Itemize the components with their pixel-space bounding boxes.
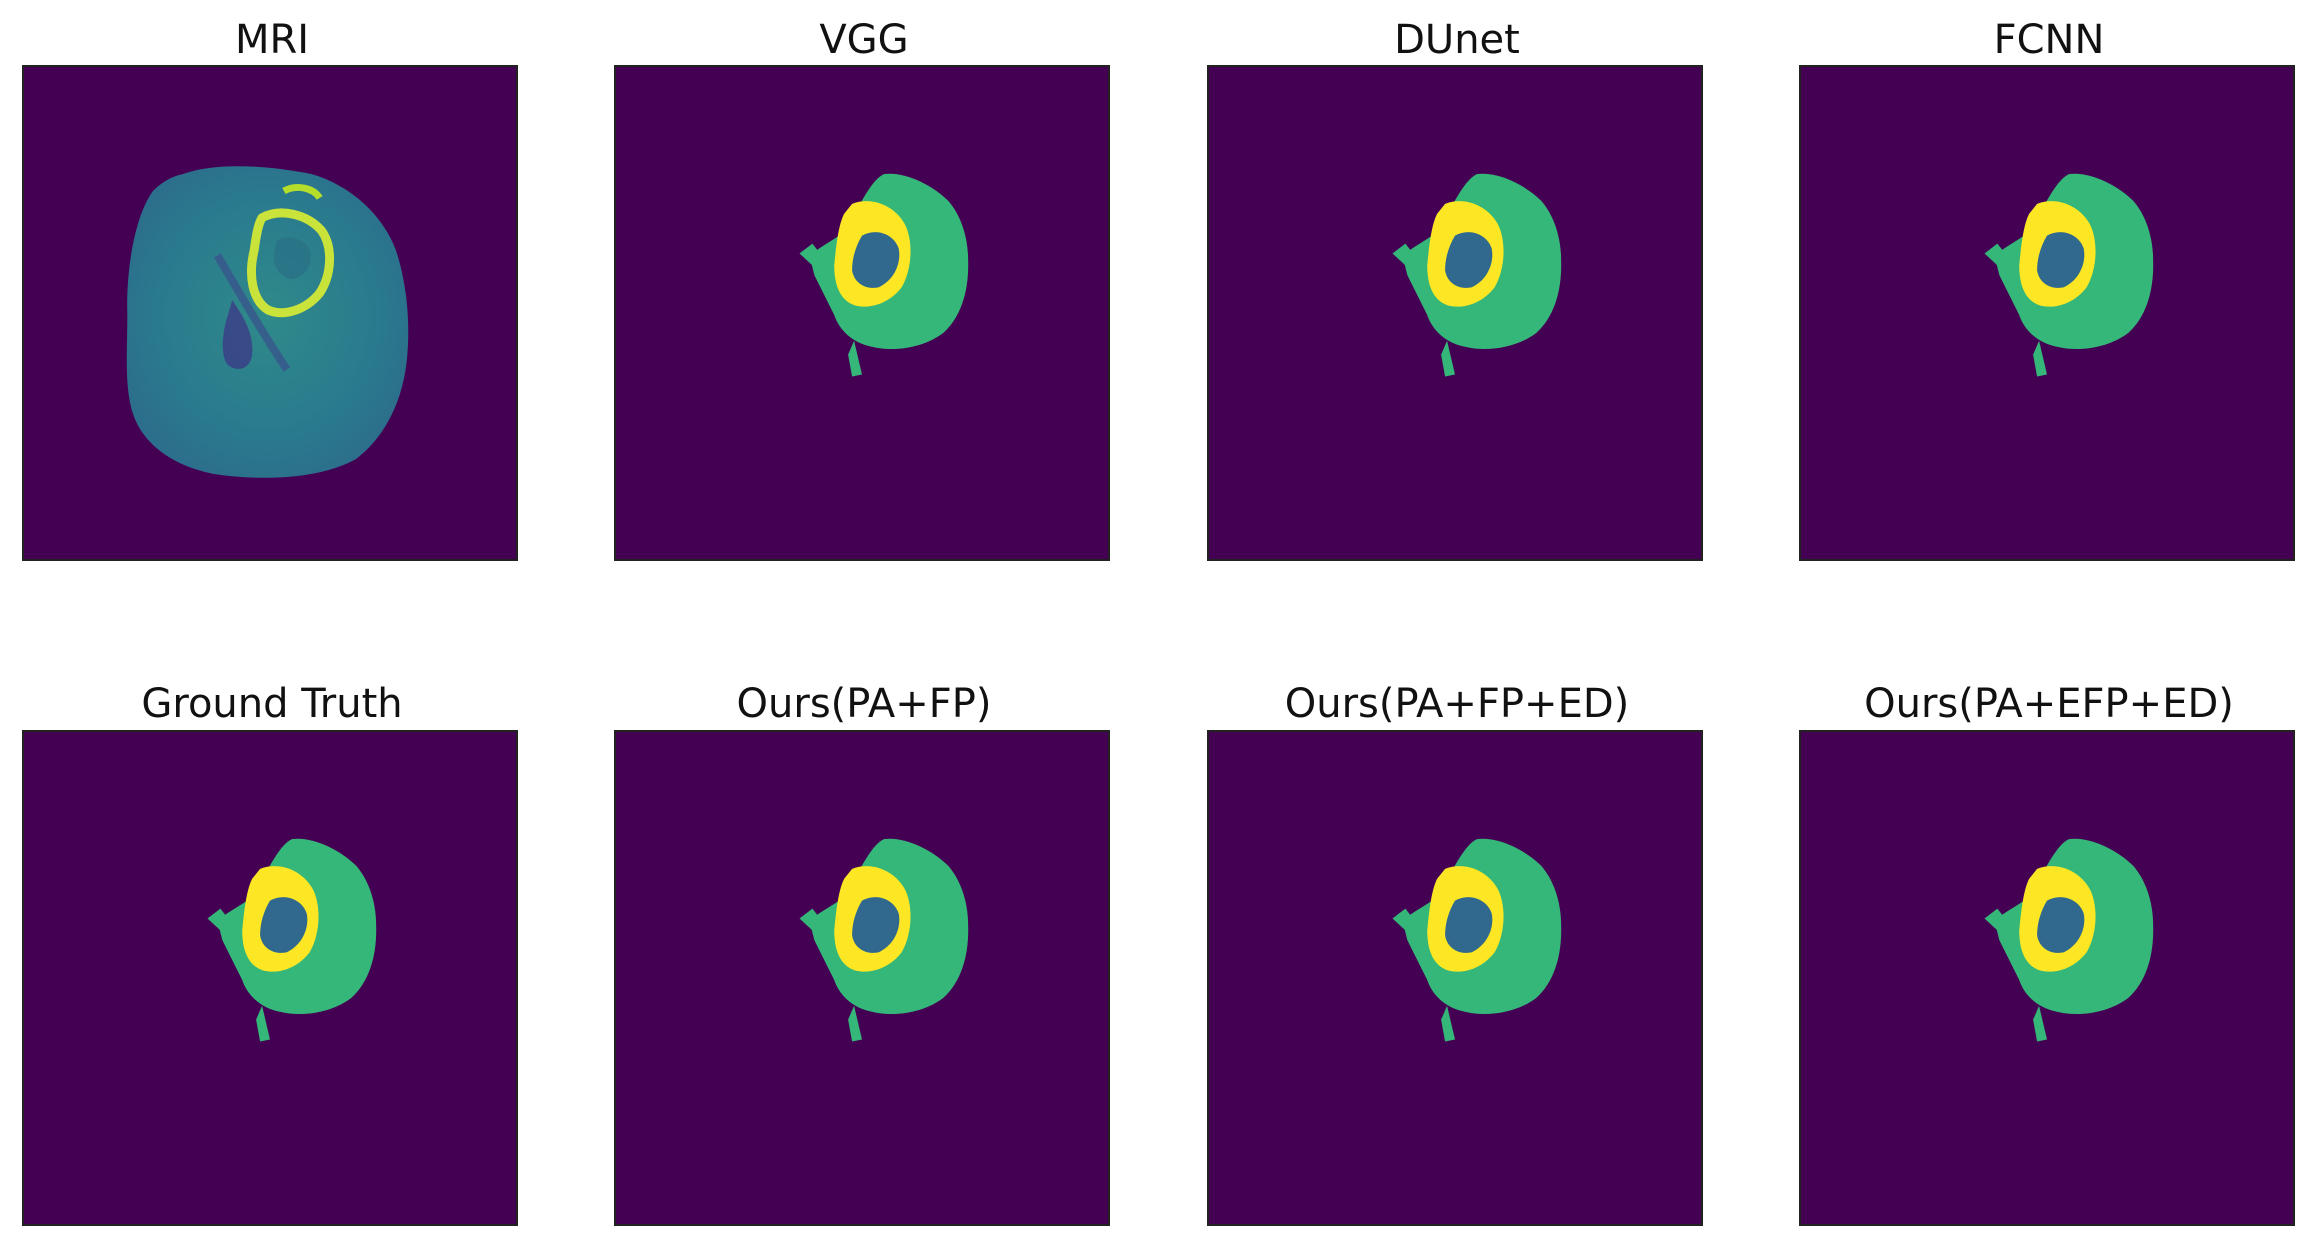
edema-left-lobe xyxy=(1392,243,1423,276)
edema-lower-fragment xyxy=(848,1005,862,1042)
necrotic-core xyxy=(1445,897,1493,953)
ours-pa-fp-segmentation xyxy=(799,838,969,1042)
necrotic-core xyxy=(260,897,308,953)
necrotic-core xyxy=(1445,232,1493,288)
edema-lower-fragment xyxy=(2033,340,2047,377)
panel-title-ours-pa-fp: Ours(PA+FP) xyxy=(736,681,992,727)
panel-title-vgg: VGG xyxy=(819,17,909,63)
mri-image xyxy=(126,166,409,478)
necrotic-core xyxy=(2037,232,2085,288)
edema-lower-fragment xyxy=(848,340,862,377)
brain-silhouette xyxy=(126,166,409,478)
necrotic-core xyxy=(852,232,900,288)
panel-title-mri: MRI xyxy=(234,17,310,63)
ours-pa-fp-ed-segmentation xyxy=(1392,838,1562,1042)
edema-lower-fragment xyxy=(256,1005,270,1042)
ours-pa-efp-ed-segmentation xyxy=(1984,838,2154,1042)
edema-lower-fragment xyxy=(1441,1005,1455,1042)
edema-left-lobe xyxy=(207,908,238,941)
panel-title-dunet: DUnet xyxy=(1394,17,1520,63)
tumor-core xyxy=(273,237,311,280)
edema-lower-fragment xyxy=(1441,340,1455,377)
vgg-segmentation xyxy=(799,173,969,377)
ours-pa-fp-ed-segmentation-panel xyxy=(1207,730,1703,1226)
edema-left-lobe xyxy=(1984,243,2015,276)
necrotic-core xyxy=(852,897,900,953)
edema-left-lobe xyxy=(1392,908,1423,941)
panel-title-ground-truth: Ground Truth xyxy=(141,681,403,727)
ours-pa-efp-ed-segmentation-panel xyxy=(1799,730,2295,1226)
edema-left-lobe xyxy=(1984,908,2015,941)
vgg-segmentation-panel xyxy=(614,65,1110,561)
ventricle-dark-region xyxy=(222,300,253,369)
ground-truth-segmentation-panel xyxy=(22,730,518,1226)
dunet-segmentation xyxy=(1392,173,1562,377)
midline-structure xyxy=(214,253,291,372)
fcnn-segmentation xyxy=(1984,173,2154,377)
necrotic-core xyxy=(2037,897,2085,953)
tumor-ring-highlight xyxy=(282,184,323,201)
ours-pa-fp-segmentation-panel xyxy=(614,730,1110,1226)
edema-left-lobe xyxy=(799,908,830,941)
tumor-ring xyxy=(247,208,335,318)
panel-title-ours-pa-fp-ed: Ours(PA+FP+ED) xyxy=(1284,681,1630,727)
panel-title-ours-pa-efp-ed: Ours(PA+EFP+ED) xyxy=(1864,681,2234,727)
panel-title-fcnn: FCNN xyxy=(1993,17,2105,63)
mri-image-panel xyxy=(22,65,518,561)
ground-truth-segmentation xyxy=(207,838,377,1042)
edema-left-lobe xyxy=(799,243,830,276)
dunet-segmentation-panel xyxy=(1207,65,1703,561)
fcnn-segmentation-panel xyxy=(1799,65,2295,561)
edema-lower-fragment xyxy=(2033,1005,2047,1042)
